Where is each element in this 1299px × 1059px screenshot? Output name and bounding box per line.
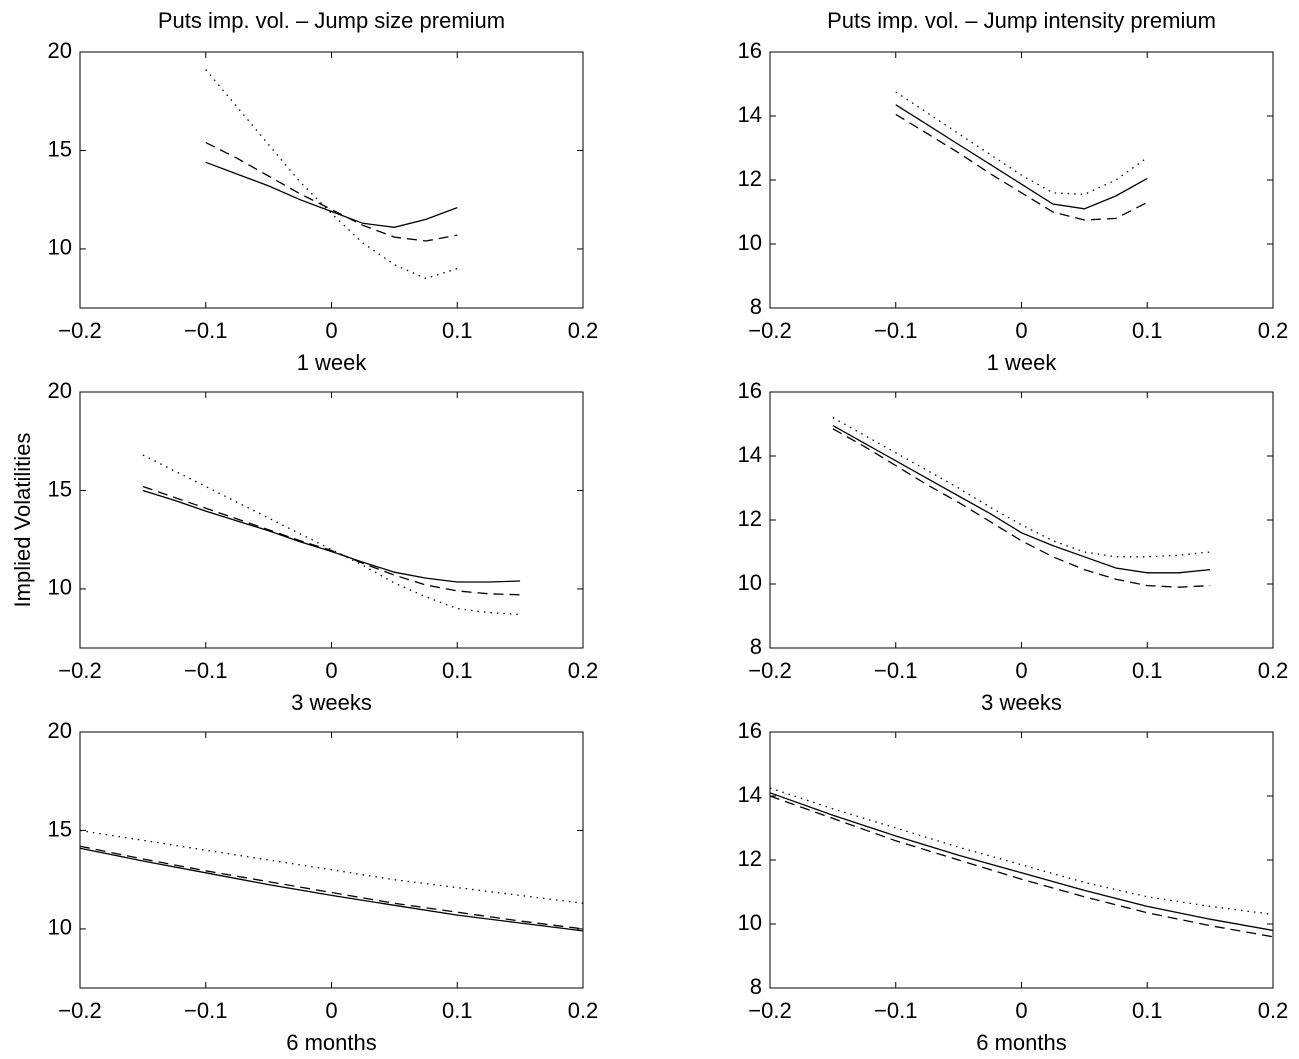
x-tick-label: 0.2 bbox=[1258, 658, 1289, 683]
x-tick-label: −0.1 bbox=[874, 658, 917, 683]
x-tick-label: −0.1 bbox=[874, 998, 917, 1023]
x-tick-label: −0.2 bbox=[58, 998, 101, 1023]
x-tick-label: 0.1 bbox=[1132, 658, 1163, 683]
line-series bbox=[205, 161, 458, 228]
y-tick-label: 14 bbox=[738, 782, 762, 807]
chart-title: Puts imp. vol. – Jump intensity premium bbox=[827, 8, 1216, 33]
y-tick-label: 8 bbox=[750, 294, 762, 319]
y-tick-label: 14 bbox=[738, 102, 762, 127]
x-tick-label: −0.2 bbox=[748, 998, 791, 1023]
y-tick-label: 10 bbox=[738, 570, 762, 595]
x-tick-label: 0.1 bbox=[1132, 318, 1163, 343]
x-tick-label: 0.2 bbox=[568, 318, 599, 343]
y-tick-label: 10 bbox=[48, 915, 72, 940]
x-tick-label: 0 bbox=[1015, 998, 1027, 1023]
x-tick-label: −0.1 bbox=[184, 998, 227, 1023]
line-series bbox=[832, 417, 1211, 558]
y-tick-label: 20 bbox=[48, 38, 72, 63]
line-series bbox=[142, 454, 521, 616]
x-tick-label: −0.2 bbox=[748, 318, 791, 343]
line-series bbox=[895, 91, 1148, 196]
x-axis-label: 3 weeks bbox=[291, 690, 372, 715]
x-tick-label: −0.2 bbox=[58, 658, 101, 683]
x-tick-label: 0.2 bbox=[1258, 998, 1289, 1023]
x-axis-label: 1 week bbox=[987, 350, 1058, 375]
x-tick-label: 0 bbox=[325, 658, 337, 683]
plot-frame bbox=[769, 731, 1274, 989]
line-series bbox=[142, 489, 521, 583]
y-tick-label: 10 bbox=[738, 230, 762, 255]
x-tick-label: 0 bbox=[325, 318, 337, 343]
x-axis-label: 6 months bbox=[976, 1030, 1067, 1055]
x-axis-label: 6 months bbox=[286, 1030, 377, 1055]
x-tick-label: 0 bbox=[1015, 658, 1027, 683]
y-tick-label: 16 bbox=[738, 38, 762, 63]
line-series bbox=[79, 845, 584, 930]
x-tick-label: 0.1 bbox=[442, 998, 473, 1023]
y-tick-label: 8 bbox=[750, 974, 762, 999]
y-tick-label: 8 bbox=[750, 634, 762, 659]
x-tick-label: −0.1 bbox=[184, 318, 227, 343]
line-series bbox=[769, 792, 1274, 932]
y-tick-label: 12 bbox=[738, 166, 762, 191]
y-tick-label: 10 bbox=[48, 235, 72, 260]
chart-title: Puts imp. vol. – Jump size premium bbox=[158, 8, 505, 33]
line-series bbox=[205, 69, 458, 280]
x-tick-label: −0.2 bbox=[58, 318, 101, 343]
x-tick-label: 0.1 bbox=[442, 318, 473, 343]
y-tick-label: 10 bbox=[48, 575, 72, 600]
y-tick-label: 16 bbox=[738, 378, 762, 403]
x-tick-label: 0 bbox=[1015, 318, 1027, 343]
plot-frame bbox=[79, 391, 584, 649]
x-tick-label: 0.2 bbox=[568, 658, 599, 683]
x-tick-label: 0.1 bbox=[442, 658, 473, 683]
line-series bbox=[142, 485, 521, 596]
y-tick-label: 15 bbox=[48, 136, 72, 161]
x-tick-label: 0.2 bbox=[568, 998, 599, 1023]
y-tick-label: 20 bbox=[48, 378, 72, 403]
y-tick-label: 14 bbox=[738, 442, 762, 467]
line-series bbox=[769, 795, 1274, 938]
plot-frame bbox=[769, 51, 1274, 309]
line-series bbox=[895, 113, 1148, 221]
plot-frame bbox=[769, 391, 1274, 649]
line-series bbox=[895, 104, 1148, 210]
x-axis-label: 1 week bbox=[297, 350, 368, 375]
line-series bbox=[832, 428, 1211, 588]
x-axis-label: 3 weeks bbox=[981, 690, 1062, 715]
x-tick-label: 0.2 bbox=[1258, 318, 1289, 343]
y-tick-label: 12 bbox=[738, 846, 762, 871]
x-tick-label: −0.2 bbox=[748, 658, 791, 683]
x-tick-label: −0.1 bbox=[874, 318, 917, 343]
y-tick-label: 15 bbox=[48, 816, 72, 841]
line-series bbox=[832, 425, 1211, 574]
x-tick-label: −0.1 bbox=[184, 658, 227, 683]
line-series bbox=[79, 847, 584, 932]
y-axis-label: Implied Volatilities bbox=[10, 433, 35, 608]
plot-frame bbox=[79, 51, 584, 309]
plot-frame bbox=[79, 731, 584, 989]
line-series bbox=[769, 787, 1274, 916]
x-tick-label: 0.1 bbox=[1132, 998, 1163, 1023]
line-series bbox=[79, 829, 584, 904]
x-tick-label: 0 bbox=[325, 998, 337, 1023]
y-tick-label: 20 bbox=[48, 718, 72, 743]
y-tick-label: 15 bbox=[48, 476, 72, 501]
y-tick-label: 12 bbox=[738, 506, 762, 531]
y-tick-label: 10 bbox=[738, 910, 762, 935]
y-tick-label: 16 bbox=[738, 718, 762, 743]
line-series bbox=[205, 142, 458, 242]
